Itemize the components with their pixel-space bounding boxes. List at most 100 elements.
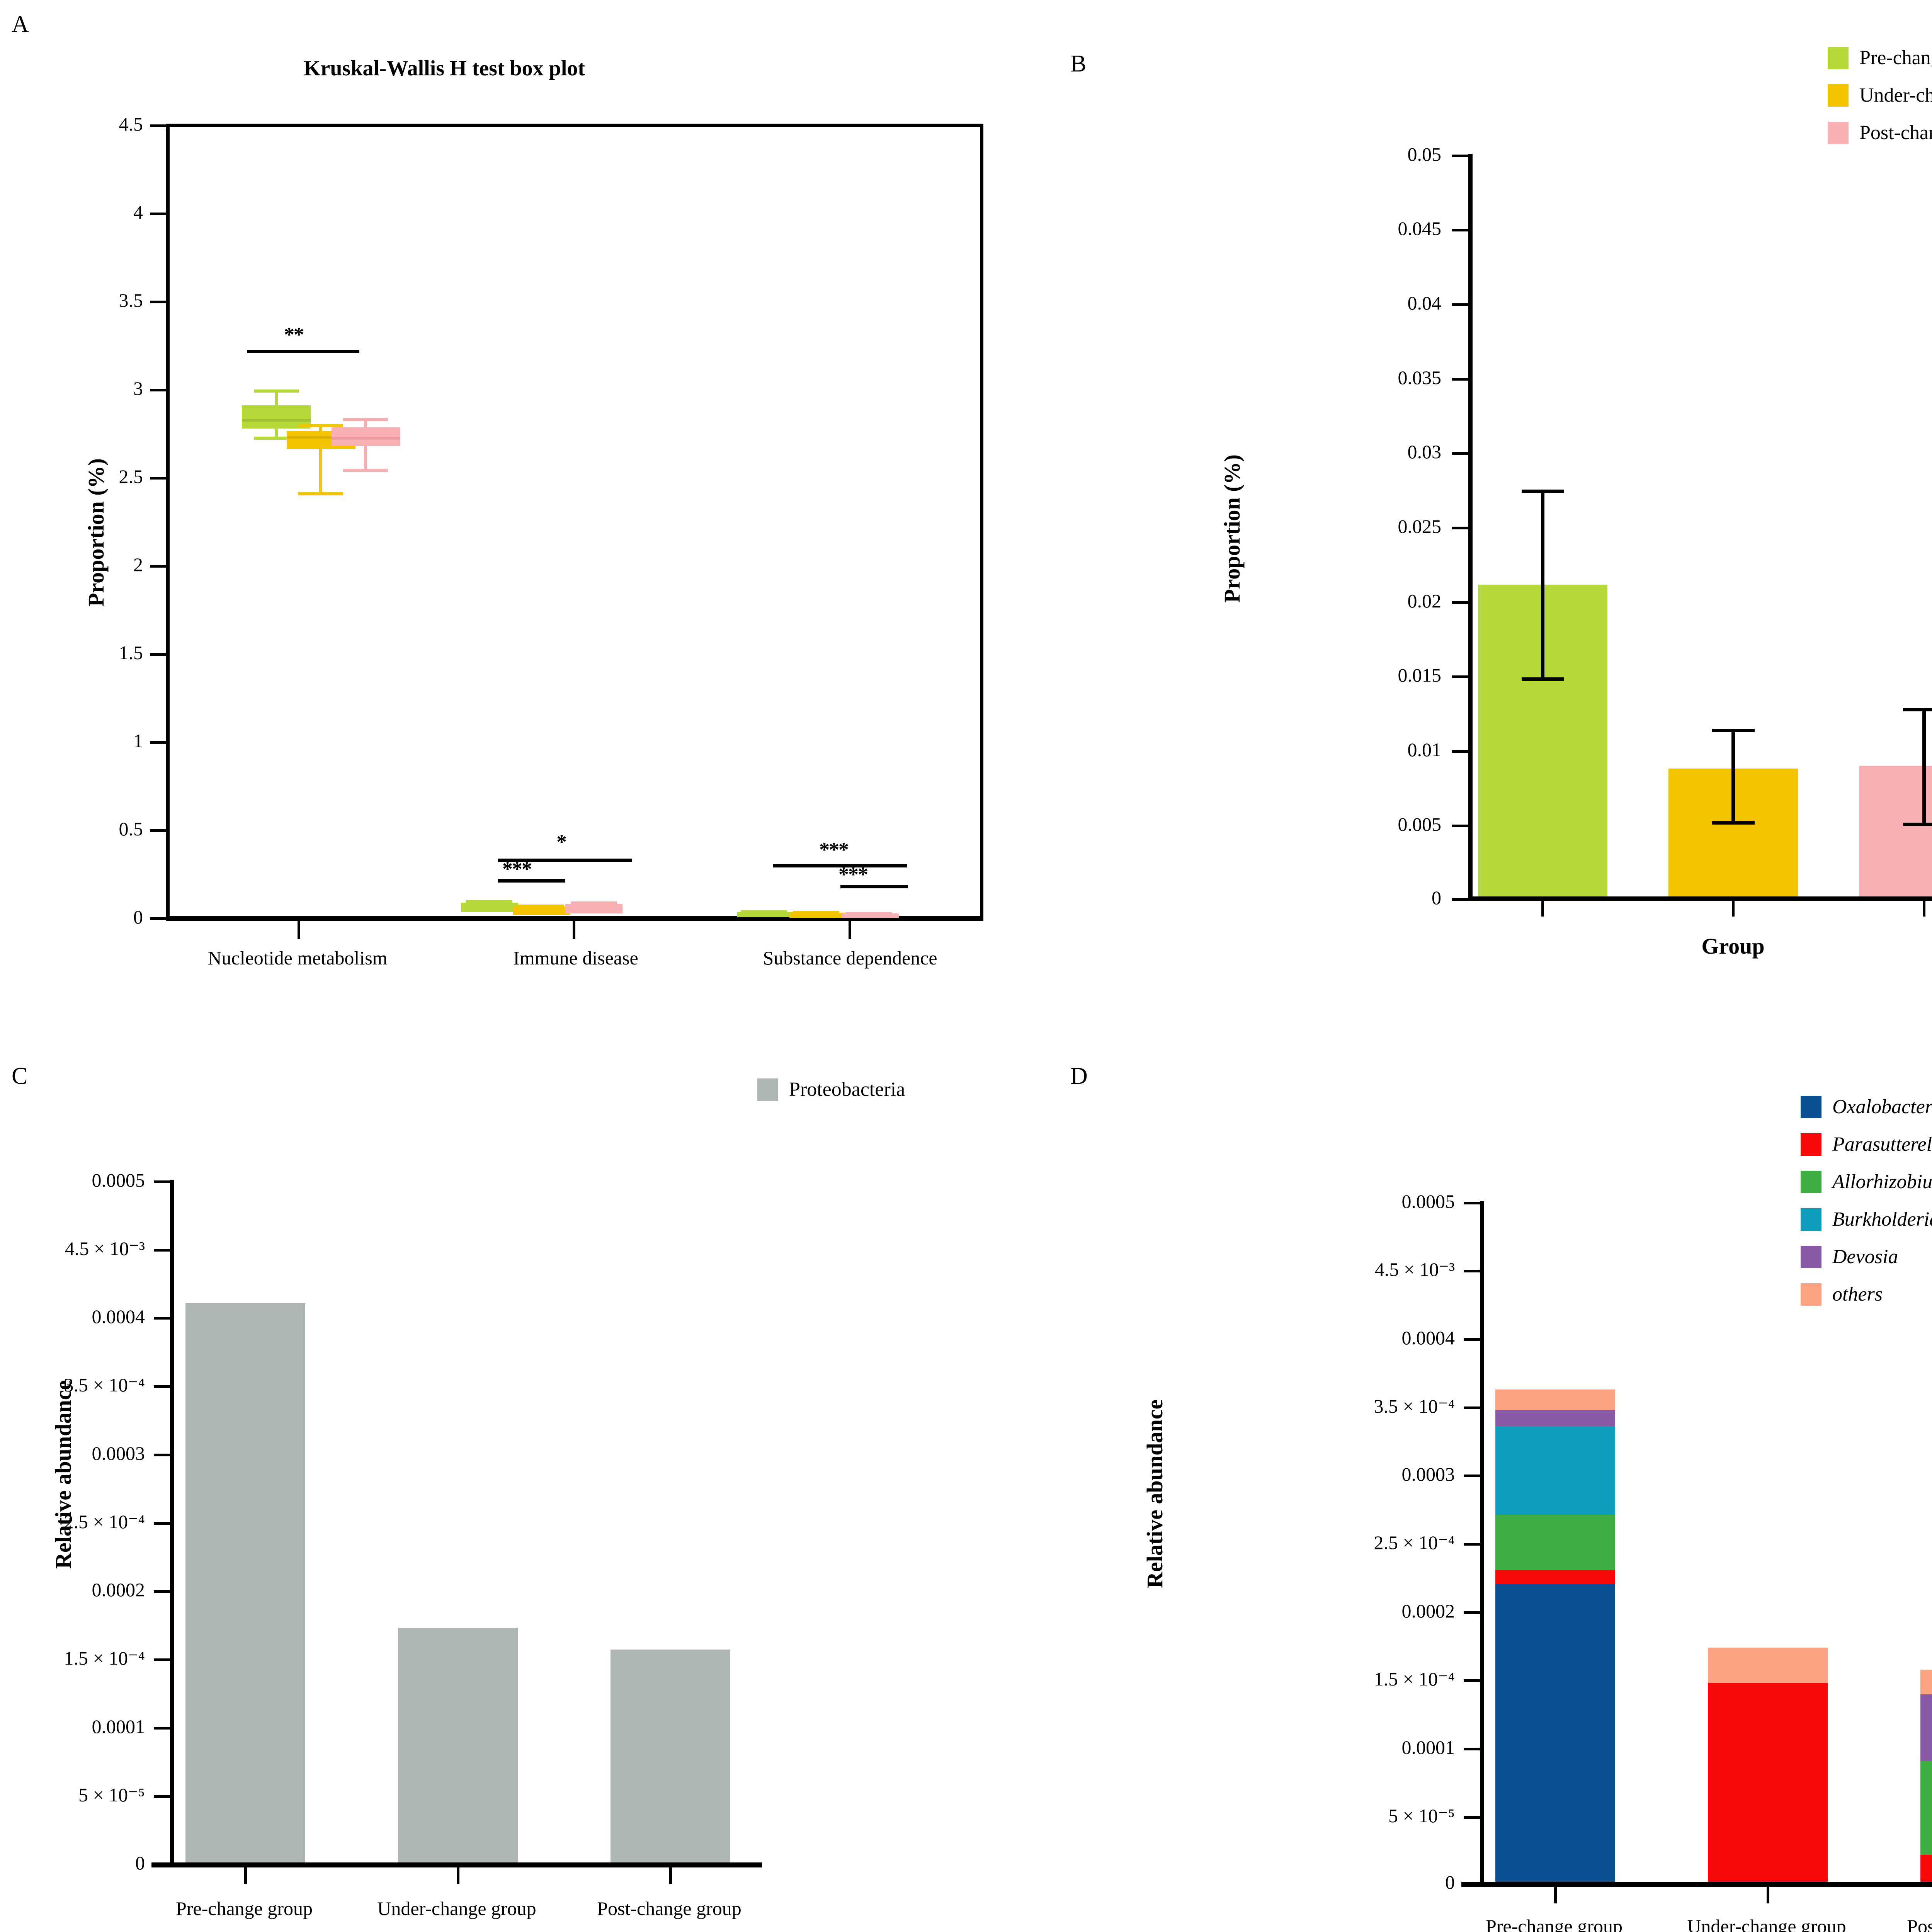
segment-pre-others[interactable] [1495, 1389, 1615, 1410]
panel-c-xlabel-text-2: Post-change group [597, 1898, 742, 1919]
panel-c-ytick-4 [154, 1454, 171, 1456]
bar-proteobacteria-pre-change[interactable] [185, 1303, 305, 1862]
legend-item-under-change[interactable]: Under-change group [1828, 84, 1932, 107]
panel-a-xtick-1 [573, 921, 575, 939]
panel-c-ytick-9 [154, 1795, 171, 1798]
panel-c-y-axis-line [170, 1180, 174, 1865]
panel-d-ytick-6 [1464, 1611, 1481, 1614]
panel-a-ytick-label-2: 3.5 [119, 289, 143, 311]
panel-d-ytick-4 [1464, 1475, 1481, 1477]
panel-a-ytick-label-4: 2.5 [119, 466, 143, 487]
legend-swatch-parasutterella [1801, 1133, 1821, 1156]
panel-d-ytick-label-10: 0 [1445, 1871, 1455, 1893]
panel-c-ytick-5 [154, 1522, 171, 1525]
panel-a-ytick-7 [150, 741, 166, 744]
panel-d-ytick-3 [1464, 1406, 1481, 1409]
panel-b-ytick-4 [1452, 452, 1469, 455]
legend-item-parasutterella[interactable]: Parasutterella [1801, 1133, 1932, 1156]
panel-b-y-axis-line [1468, 154, 1473, 900]
legend-label-devosia: Devosia [1832, 1246, 1898, 1268]
panel-a-ytick-6 [150, 653, 166, 656]
segment-post-others[interactable] [1920, 1670, 1932, 1694]
legend-swatch-burkholderia [1801, 1208, 1821, 1231]
legend-label-post-change: Post-change group [1859, 122, 1932, 144]
panel-a-xtick-label-0: Nucleotide metabolism [207, 947, 388, 969]
segment-post-devosia[interactable] [1920, 1694, 1932, 1761]
legend-item-proteobacteria[interactable]: Proteobacteria [757, 1078, 905, 1101]
panel-d-ytick-1 [1464, 1270, 1481, 1272]
panel-b-x-axis-line [1468, 896, 1932, 901]
errorbar-under-change-vertical [1731, 729, 1735, 825]
legend-label-others: others [1832, 1283, 1883, 1305]
panel-b-xtick-0 [1541, 901, 1544, 917]
panel-c-ytick-label-10: 0 [135, 1852, 145, 1874]
panel-a-ytick-9 [150, 917, 166, 920]
panel-d-ytick-0 [1464, 1202, 1481, 1204]
panel-a-xtick-label-2: Substance dependence [763, 947, 937, 969]
segment-under-parasutterella[interactable] [1708, 1683, 1828, 1882]
panel-c-xtick-label-1: Under-change group [349, 1897, 565, 1920]
segment-pre-parasutterella[interactable] [1495, 1570, 1615, 1584]
legend-swatch-pre-change [1828, 46, 1849, 69]
legend-swatch-devosia [1801, 1245, 1821, 1268]
legend-swatch-proteobacteria [757, 1078, 778, 1101]
legend-item-pre-change[interactable]: Pre-change group [1828, 46, 1932, 69]
panel-d-xtick-label-2: Post-change group [1871, 1915, 1932, 1932]
panel-d-ytick-9 [1464, 1816, 1481, 1819]
panel-d-xlabel-text-2: Post-change group [1907, 1915, 1932, 1932]
legend-label-proteobacteria: Proteobacteria [789, 1078, 905, 1100]
panel-a-ytick-label-3: 3 [133, 378, 143, 399]
legend-label-under-change: Under-change group [1859, 84, 1932, 106]
legend-item-burkholderia[interactable]: Burkholderia-Caballeronia-Paraburkholder… [1801, 1208, 1932, 1231]
panel-c-ytick-2 [154, 1317, 171, 1320]
legend-item-devosia[interactable]: Devosia [1801, 1245, 1932, 1268]
segment-pre-allorhizobium[interactable] [1495, 1515, 1615, 1570]
panel-d-xtick-label-0: Pre-change group [1446, 1915, 1662, 1932]
panel-d-ytick-8 [1464, 1748, 1481, 1750]
panel-b-ytick-label-3: 0.035 [1398, 367, 1442, 388]
legend-label-allorhizobium: Allorhizobium-Neorhizobium-Pararhizobium… [1832, 1171, 1932, 1193]
panel-b-ytick-1 [1452, 229, 1469, 231]
panel-a-ytick-3 [150, 389, 166, 391]
panel-a-ytick-label-9: 0 [133, 906, 143, 928]
errorbar-under-change-cap-top [1712, 729, 1755, 732]
panel-b-ytick-5 [1452, 527, 1469, 529]
panel-d-letter: D [1070, 1063, 1088, 1089]
panel-a-plot-frame-bottom [166, 916, 983, 921]
panel-d-ytick-5 [1464, 1543, 1481, 1546]
panel-d-ytick-label-8: 0.0001 [1401, 1736, 1455, 1758]
segment-under-others[interactable] [1708, 1648, 1828, 1683]
segment-pre-oxalobacter[interactable] [1495, 1584, 1615, 1882]
panel-d-ytick-2 [1464, 1338, 1481, 1341]
bar-proteobacteria-under-change[interactable] [398, 1628, 518, 1862]
legend-item-allorhizobium[interactable]: Allorhizobium-Neorhizobium-Pararhizobium… [1801, 1170, 1932, 1193]
panel-a-ytick-5 [150, 565, 166, 568]
segment-post-allorhizobium[interactable] [1920, 1761, 1932, 1855]
panel-a-sig-star-2: *** [502, 857, 532, 881]
legend-label-burkholderia: Burkholderia-Caballeronia-Paraburkholder… [1832, 1208, 1932, 1230]
panel-c-xtick-1 [457, 1867, 459, 1884]
panel-a-xtick-2 [849, 921, 851, 939]
legend-item-post-change[interactable]: Post-change group [1828, 121, 1932, 144]
segment-pre-devosia[interactable] [1495, 1410, 1615, 1426]
segment-post-parasutterella[interactable] [1920, 1855, 1932, 1882]
legend-item-oxalobacter[interactable]: Oxalobacter [1801, 1095, 1932, 1118]
legend-item-others[interactable]: others [1801, 1283, 1932, 1306]
panel-d-xtick-label-1: Under-change group [1658, 1915, 1875, 1932]
legend-swatch-under-change [1828, 84, 1849, 107]
panel-b-y-axis-title: Proportion (%) [1219, 454, 1245, 603]
bar-post-change-group[interactable] [1859, 766, 1932, 896]
segment-pre-burkholderia[interactable] [1495, 1426, 1615, 1515]
panel-b-ytick-9 [1452, 825, 1469, 827]
panel-b-ytick-label-4: 0.03 [1407, 441, 1442, 463]
panel-a-ytick-8 [150, 829, 166, 832]
panel-b-ytick-7 [1452, 675, 1469, 678]
panel-c-xtick-2 [669, 1867, 672, 1884]
bar-proteobacteria-post-change[interactable] [611, 1650, 730, 1862]
panel-b-xtick-2 [1923, 901, 1925, 917]
panel-a-plot-frame-top [166, 124, 983, 127]
panel-c-ytick-8 [154, 1727, 171, 1730]
panel-c-ytick-7 [154, 1658, 171, 1661]
panel-a-xtick-0 [298, 921, 300, 939]
panel-d-ytick-label-6: 0.0002 [1401, 1600, 1455, 1622]
